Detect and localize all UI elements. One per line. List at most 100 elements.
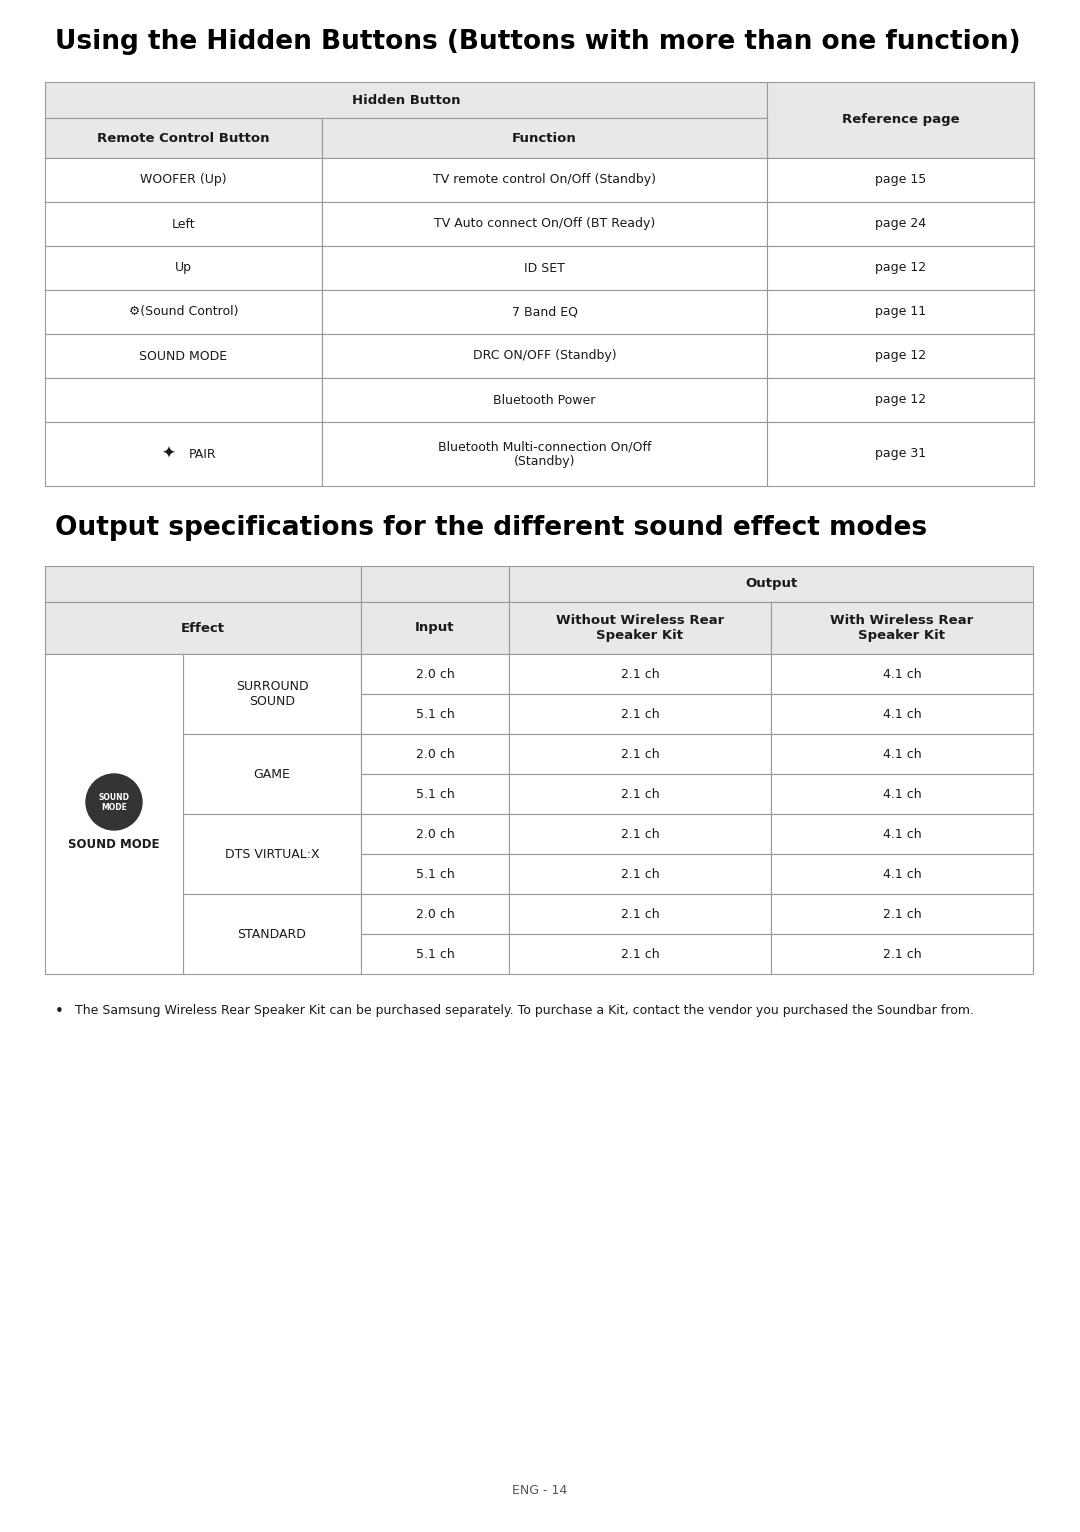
Bar	[45, 565, 361, 602]
Text: 2.1 ch: 2.1 ch	[621, 787, 659, 801]
Text: GAME: GAME	[254, 768, 291, 780]
Bar	[767, 83, 1034, 158]
Bar	[767, 247, 1034, 290]
Bar	[322, 158, 767, 202]
Text: MODE: MODE	[102, 803, 127, 812]
Text: Up: Up	[175, 262, 192, 274]
Text: Without Wireless Rear
Speaker Kit: Without Wireless Rear Speaker Kit	[556, 614, 724, 642]
Bar	[771, 602, 1032, 654]
Bar	[509, 602, 771, 654]
Bar	[361, 853, 509, 895]
Bar	[361, 734, 509, 774]
Bar	[361, 813, 509, 853]
Text: PAIR: PAIR	[189, 447, 216, 461]
Text: page 15: page 15	[875, 173, 927, 187]
Bar	[45, 158, 322, 202]
Text: Left: Left	[172, 218, 195, 230]
Text: SOUND MODE: SOUND MODE	[139, 349, 228, 363]
Text: page 24: page 24	[875, 218, 926, 230]
Bar	[322, 290, 767, 334]
Text: Remote Control Button: Remote Control Button	[97, 132, 270, 144]
Text: 2.0 ch: 2.0 ch	[416, 748, 455, 760]
Text: DTS VIRTUAL:X: DTS VIRTUAL:X	[225, 847, 320, 861]
Text: Using the Hidden Buttons (Buttons with more than one function): Using the Hidden Buttons (Buttons with m…	[55, 29, 1021, 55]
Bar	[767, 378, 1034, 421]
Bar	[183, 654, 361, 734]
Bar	[361, 935, 509, 974]
Text: 4.1 ch: 4.1 ch	[882, 708, 921, 720]
Text: 2.1 ch: 2.1 ch	[882, 947, 921, 961]
Bar	[45, 118, 322, 158]
Text: 4.1 ch: 4.1 ch	[882, 668, 921, 680]
Text: Output specifications for the different sound effect modes: Output specifications for the different …	[55, 515, 927, 541]
Text: 2.1 ch: 2.1 ch	[621, 827, 659, 841]
Text: page 11: page 11	[875, 305, 926, 319]
Text: 2.0 ch: 2.0 ch	[416, 907, 455, 921]
Text: 2.1 ch: 2.1 ch	[621, 708, 659, 720]
Text: page 12: page 12	[875, 349, 926, 363]
Text: WOOFER (Up): WOOFER (Up)	[140, 173, 227, 187]
Bar	[771, 734, 1032, 774]
Text: 4.1 ch: 4.1 ch	[882, 867, 921, 881]
Text: 2.1 ch: 2.1 ch	[621, 748, 659, 760]
Text: TV remote control On/Off (Standby): TV remote control On/Off (Standby)	[433, 173, 656, 187]
Bar	[361, 565, 509, 602]
Text: 5.1 ch: 5.1 ch	[416, 947, 455, 961]
Bar	[183, 734, 361, 813]
Text: 2.0 ch: 2.0 ch	[416, 668, 455, 680]
Bar	[361, 654, 509, 694]
Bar	[322, 421, 767, 486]
Text: SOUND MODE: SOUND MODE	[68, 838, 160, 850]
Text: Bluetooth Multi-connection On/Off
(Standby): Bluetooth Multi-connection On/Off (Stand…	[437, 440, 651, 467]
Text: SOUND: SOUND	[98, 792, 130, 801]
Bar	[767, 334, 1034, 378]
Bar	[45, 247, 322, 290]
Text: 2.1 ch: 2.1 ch	[621, 867, 659, 881]
Text: 2.1 ch: 2.1 ch	[621, 668, 659, 680]
Bar	[771, 694, 1032, 734]
Text: 5.1 ch: 5.1 ch	[416, 708, 455, 720]
Bar	[767, 158, 1034, 202]
Bar	[771, 774, 1032, 813]
Bar	[361, 774, 509, 813]
Text: 7 Band EQ: 7 Band EQ	[512, 305, 578, 319]
Bar	[322, 118, 767, 158]
Bar	[45, 202, 322, 247]
Text: 5.1 ch: 5.1 ch	[416, 787, 455, 801]
Bar	[45, 83, 767, 118]
Bar	[45, 421, 322, 486]
Text: Hidden Button: Hidden Button	[352, 93, 460, 107]
Text: Effect: Effect	[181, 622, 225, 634]
Bar	[183, 895, 361, 974]
Text: 2.1 ch: 2.1 ch	[621, 947, 659, 961]
Bar	[509, 935, 771, 974]
Text: Input: Input	[415, 622, 455, 634]
Text: ID SET: ID SET	[524, 262, 565, 274]
Text: Bluetooth Power: Bluetooth Power	[494, 394, 596, 406]
Text: 4.1 ch: 4.1 ch	[882, 748, 921, 760]
Text: ⚙(Sound Control): ⚙(Sound Control)	[129, 305, 239, 319]
Bar	[361, 694, 509, 734]
Bar	[45, 290, 322, 334]
Text: page 12: page 12	[875, 394, 926, 406]
Bar	[322, 202, 767, 247]
Bar	[45, 378, 322, 421]
Bar	[767, 421, 1034, 486]
Bar	[509, 694, 771, 734]
Bar	[361, 895, 509, 935]
Text: 4.1 ch: 4.1 ch	[882, 787, 921, 801]
Text: Function: Function	[512, 132, 577, 144]
Text: ENG - 14: ENG - 14	[512, 1483, 568, 1497]
Text: 2.1 ch: 2.1 ch	[621, 907, 659, 921]
Text: ✦: ✦	[162, 444, 175, 463]
Text: 5.1 ch: 5.1 ch	[416, 867, 455, 881]
Text: STANDARD: STANDARD	[238, 927, 307, 941]
Text: SURROUND
SOUND: SURROUND SOUND	[235, 680, 308, 708]
Bar	[361, 602, 509, 654]
Text: The Samsung Wireless Rear Speaker Kit can be purchased separately. To purchase a: The Samsung Wireless Rear Speaker Kit ca…	[75, 1003, 974, 1017]
Bar	[509, 654, 771, 694]
Bar	[322, 334, 767, 378]
Text: DRC ON/OFF (Standby): DRC ON/OFF (Standby)	[473, 349, 617, 363]
Text: •: •	[55, 1003, 64, 1019]
Bar	[509, 895, 771, 935]
